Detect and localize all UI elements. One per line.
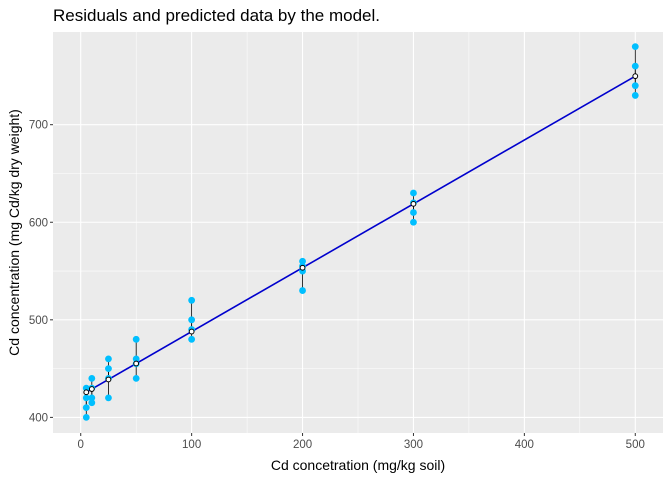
observed-point [82, 413, 90, 421]
y-tick-label: 700 [29, 120, 48, 132]
x-tick-label: 400 [515, 439, 534, 451]
observed-point [82, 404, 90, 412]
y-tick-label: 500 [29, 315, 48, 327]
observed-point [631, 92, 639, 99]
y-axis-ticks: 400 500 600 700 [29, 120, 53, 424]
observed-point [631, 43, 639, 51]
observed-point [88, 399, 96, 407]
observed-point [132, 374, 140, 382]
x-axis-ticks: 0 100 200 300 400 500 [78, 433, 645, 451]
observed-point [105, 365, 112, 373]
predicted-point [410, 200, 417, 207]
observed-point [82, 394, 90, 402]
y-tick-label: 600 [29, 217, 48, 229]
observed-point [88, 394, 96, 402]
observed-point [82, 384, 90, 392]
observed-point [410, 189, 417, 197]
predicted-points [83, 73, 639, 396]
major-gridlines [53, 32, 663, 433]
predicted-point [88, 386, 95, 392]
predicted-point [83, 389, 90, 396]
observed-point [105, 394, 112, 402]
y-tick-label: 400 [29, 412, 48, 424]
observed-point [132, 335, 140, 343]
x-tick-label: 0 [78, 439, 84, 451]
x-tick-label: 100 [182, 439, 201, 451]
observed-point [188, 296, 196, 304]
observed-point [410, 209, 417, 216]
chart-title: Residuals and predicted data by the mode… [53, 6, 380, 25]
observed-point [299, 287, 306, 294]
predicted-point [105, 376, 112, 383]
observed-point [631, 62, 639, 70]
observed-point [88, 374, 96, 382]
observed-point [188, 316, 196, 324]
observed-point [132, 355, 140, 363]
predicted-point [188, 328, 195, 335]
y-axis-title: Cd concentration (mg Cd/kg dry weight) [6, 109, 22, 356]
predicted-point [299, 264, 306, 271]
observed-point [299, 257, 306, 265]
x-tick-label: 200 [293, 439, 312, 451]
fit-line [85, 75, 636, 393]
predicted-point [632, 73, 639, 80]
observed-point [105, 355, 112, 363]
fit-line-group [85, 75, 636, 393]
x-tick-label: 300 [404, 439, 423, 451]
x-axis-title: Cd concetration (mg/kg soil) [271, 457, 445, 473]
observed-point [631, 82, 639, 90]
observed-point [410, 218, 417, 226]
predicted-point [133, 360, 140, 367]
observed-point [188, 335, 196, 343]
x-tick-label: 500 [626, 439, 645, 451]
